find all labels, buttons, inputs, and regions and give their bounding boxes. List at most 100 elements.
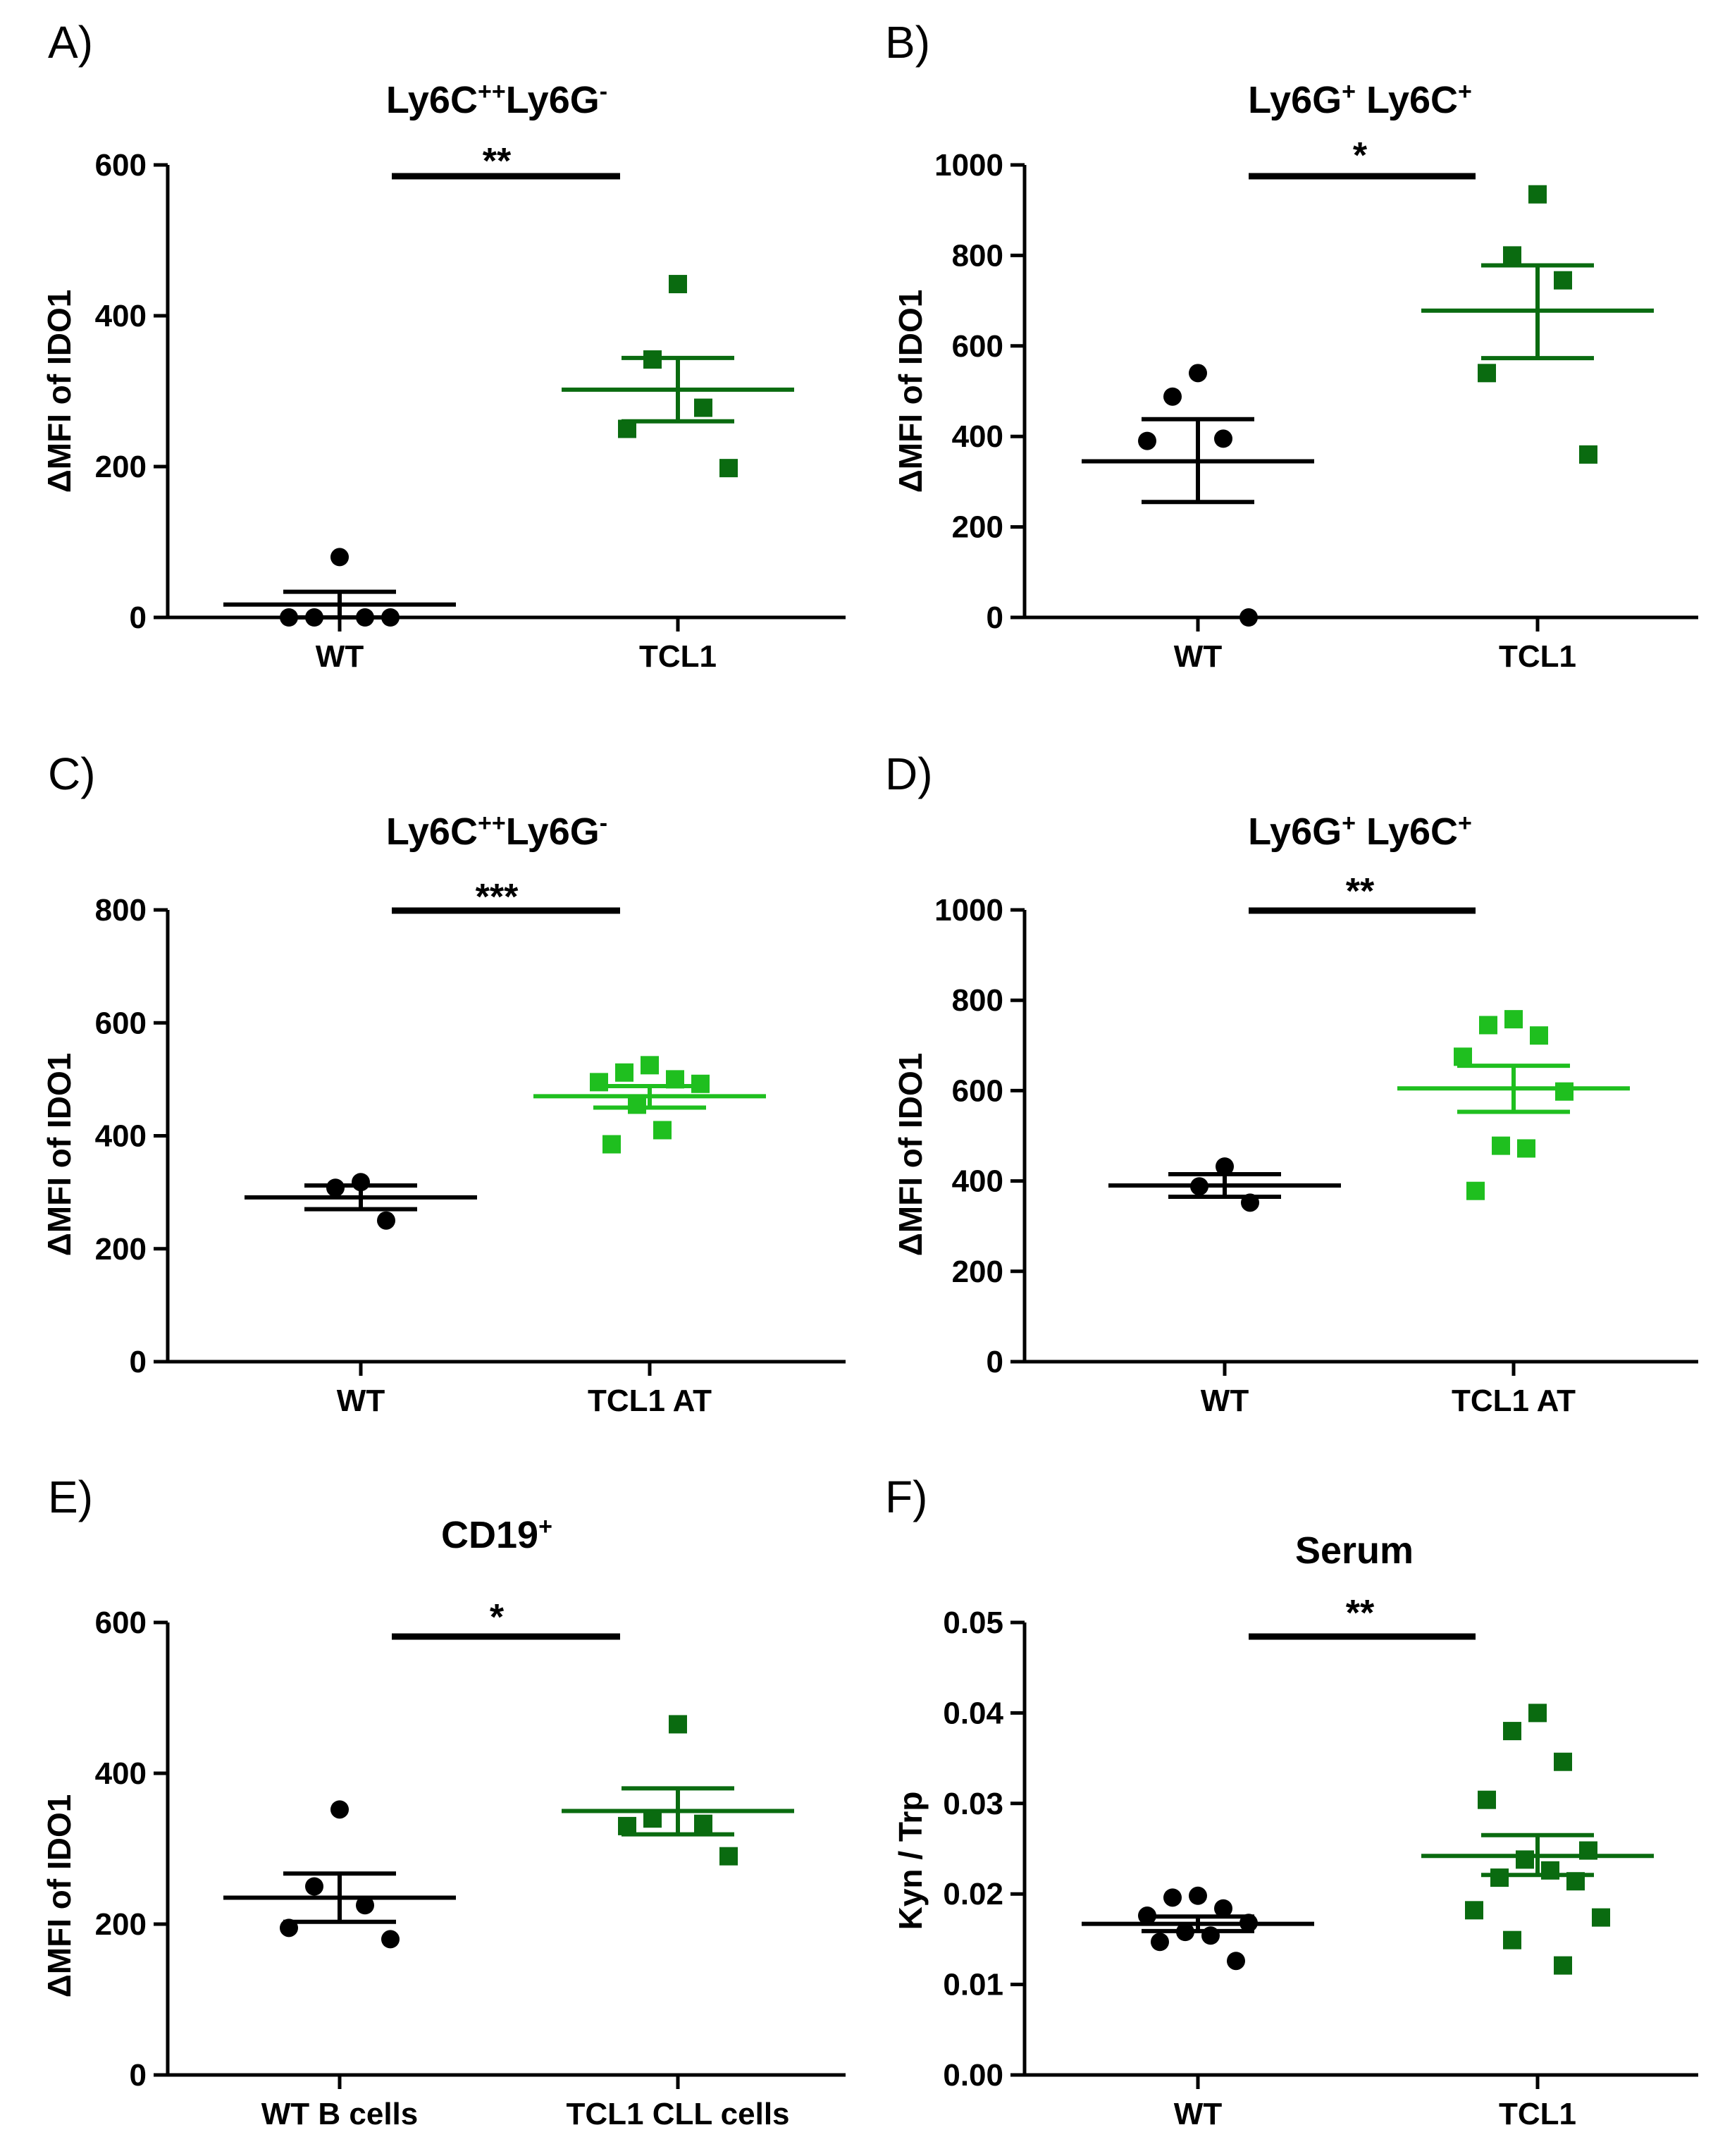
chart-title: Ly6G+ Ly6C+ [1248,810,1472,853]
y-tick-label: 600 [95,1606,147,1640]
data-point [1528,185,1547,204]
data-point [1241,1193,1259,1212]
data-point [1554,1956,1572,1975]
y-axis-label: ΔMFI of IDO1 [41,290,78,493]
panel-e: E) CD19+ ΔMFI of IDO1 * 0 200 400 600 WT B c… [41,1472,846,2131]
y-tick-label: 200 [95,1907,147,1942]
data-point [666,1070,684,1089]
data-point [1163,387,1182,406]
panel-letter: B) [885,17,930,68]
data-point [1592,1908,1610,1927]
data-point [590,1073,608,1092]
significance-label: ** [1346,1593,1375,1634]
chart-title: Ly6C++Ly6G- [386,78,607,121]
x-tick-label: WT [1174,2097,1223,2131]
y-tick-label: 200 [952,1255,1003,1289]
panel-letter: E) [48,1472,93,1522]
y-tick-label: 600 [95,148,147,183]
panel-b: B) Ly6G+ Ly6C+ ΔMFI of IDO1 * 0 200 400 600… [885,17,1698,674]
data-point [719,1847,738,1866]
y-tick-label: 0 [130,2058,147,2093]
x-tick-label: WT [1174,639,1223,674]
data-point [1566,1872,1585,1891]
x-tick-label: TCL1 CLL cells [566,2097,789,2131]
y-tick-label: 1000 [934,893,1003,928]
panel-c: C) Ly6C++Ly6G- ΔMFI of IDO1 *** 02004006… [41,749,846,1418]
y-tick-label: 400 [952,1164,1003,1199]
data-point [1201,1926,1220,1945]
data-point [305,608,323,627]
data-point [1239,1914,1258,1933]
data-point [669,1715,687,1734]
data-point [1528,1704,1547,1723]
data-point [1189,364,1207,383]
data-point [1503,1722,1521,1741]
significance-label: * [490,1597,505,1638]
data-point [1478,1790,1496,1809]
data-point [602,1135,621,1154]
x-tick-label: WT [316,639,364,674]
y-tick-label: 400 [95,1119,147,1154]
y-tick-label: 800 [95,893,147,928]
y-axis-label: ΔMFI of IDO1 [892,1053,929,1257]
data-point [669,275,687,294]
data-point [280,1918,298,1938]
chart-title: Ly6G+ Ly6C+ [1248,78,1472,121]
y-tick-label: 400 [95,299,147,333]
data-point [326,1178,345,1197]
y-tick-label: 0.03 [943,1787,1003,1821]
x-tick-label: WT B cells [261,2097,419,2131]
y-tick-label: 800 [952,983,1003,1018]
x-tick-label: TCL1 [639,639,717,674]
data-point [1579,445,1597,464]
y-tick-label: 600 [952,329,1003,364]
data-point [1503,246,1521,265]
data-point [1554,271,1572,290]
panel-f: F) Serum Kyn / Trp ** 0.00 0.01 0.02 0.03 0.… [885,1472,1698,2131]
data-point [691,1074,710,1093]
data-point [1465,1901,1483,1920]
panel-d: D) Ly6G+ Ly6C+ ΔMFI of IDO1 ** 0 200 400 60… [885,749,1698,1418]
chart-title: Ly6C++Ly6G- [386,810,607,853]
data-point [1214,1899,1232,1918]
data-point [1541,1861,1559,1880]
data-point [1163,1888,1182,1907]
y-tick-label: 600 [952,1073,1003,1108]
x-tick-label: WT [1201,1384,1249,1418]
data-point [1239,608,1258,627]
data-point [1138,1906,1156,1926]
y-tick-label: 0 [130,600,147,635]
data-point [643,350,662,369]
y-tick-label: 0.01 [943,1968,1003,2002]
data-point [1190,1177,1208,1196]
y-tick-label: 0.02 [943,1877,1003,1911]
y-tick-label: 800 [952,238,1003,273]
data-point [643,1809,662,1828]
data-point [628,1095,646,1114]
y-tick-label: 600 [95,1006,147,1040]
data-point [1516,1850,1534,1869]
data-point [1227,1952,1245,1971]
data-point [377,1211,395,1230]
x-tick-label: TCL1 [1499,2097,1576,2131]
data-point [1176,1923,1194,1942]
y-axis-label: Kyn / Trp [892,1792,929,1930]
y-axis-label: ΔMFI of IDO1 [892,290,929,493]
data-point [1151,1933,1169,1952]
panel-a: A) Ly6C++Ly6G- ΔMFI of IDO1 ** 020040060… [41,17,846,674]
panel-letter: A) [48,17,93,68]
y-tick-label: 400 [952,419,1003,454]
data-point [356,608,374,627]
panel-letter: D) [885,749,933,799]
x-tick-label: TCL1 [1499,639,1576,674]
data-point [1579,1841,1597,1860]
y-axis-label: ΔMFI of IDO1 [41,1053,78,1257]
y-tick-label: 0.00 [943,2058,1003,2093]
significance-label: ** [1346,871,1375,912]
data-point [330,1800,349,1819]
data-point [1454,1047,1472,1066]
y-tick-label: 0.04 [943,1696,1003,1730]
data-point [1478,364,1496,383]
data-point [1517,1139,1535,1158]
